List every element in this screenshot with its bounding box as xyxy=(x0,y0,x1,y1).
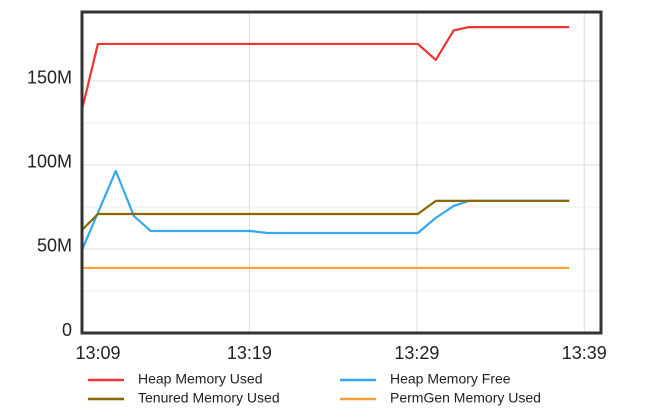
series-line xyxy=(80,169,570,251)
x-tick-label: 13:19 xyxy=(227,343,272,363)
legend-label: Tenured Memory Used xyxy=(138,390,280,406)
x-tick-label: 13:29 xyxy=(394,343,439,363)
y-tick-label: 50M xyxy=(37,236,72,256)
x-tick-label: 13:39 xyxy=(562,343,607,363)
y-tick-label: 100M xyxy=(27,152,72,172)
series-line xyxy=(81,199,570,231)
y-tick-label: 0 xyxy=(62,320,72,340)
series-line xyxy=(80,26,570,110)
y-tick-label: 150M xyxy=(27,68,72,88)
x-tick-label: 13:09 xyxy=(75,343,120,363)
plot-frame xyxy=(80,10,603,335)
legend-label: Heap Memory Free xyxy=(390,371,511,387)
legend-label: Heap Memory Used xyxy=(138,371,263,387)
legend-label: PermGen Memory Used xyxy=(390,390,541,406)
